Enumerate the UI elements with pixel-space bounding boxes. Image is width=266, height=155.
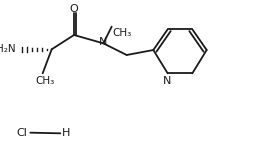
Text: N: N [99, 37, 107, 47]
Text: O: O [70, 4, 78, 14]
Text: CH₃: CH₃ [113, 28, 132, 38]
Text: Cl: Cl [16, 128, 27, 138]
Text: H₂N: H₂N [0, 44, 16, 54]
Text: H: H [62, 128, 71, 138]
Text: N: N [163, 76, 171, 86]
Text: CH₃: CH₃ [35, 76, 54, 86]
